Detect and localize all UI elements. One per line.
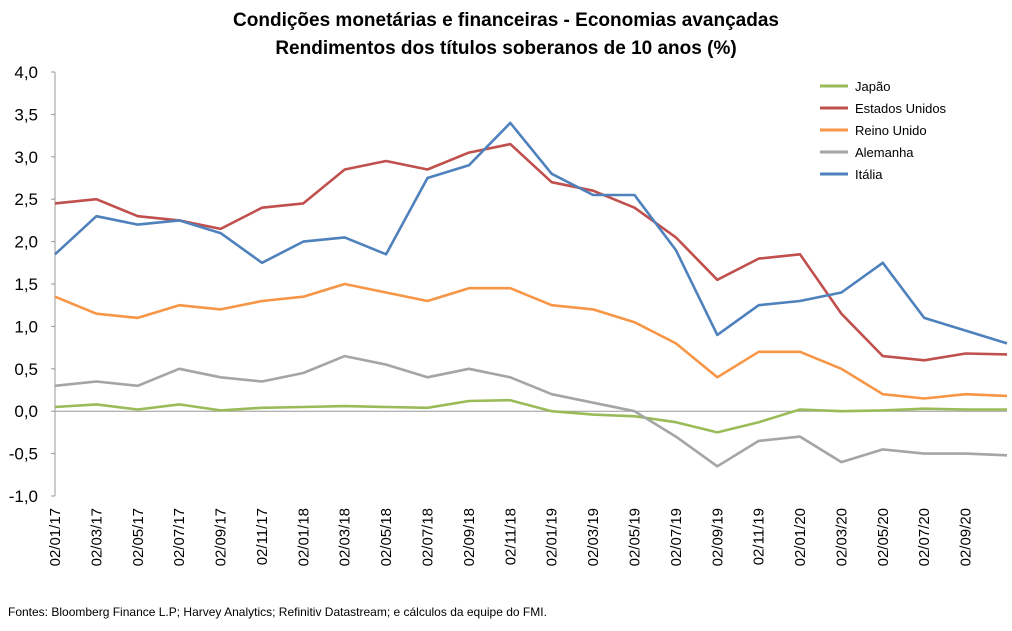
x-tick-label: 02/05/20 (875, 508, 892, 566)
y-axis: 4,0 3,5 3,0 2,5 2,0 1,5 1,0 0,5 0,0 -0,5 -1,0 (9, 63, 56, 506)
x-tick-label: 02/03/18 (337, 508, 354, 566)
chart-title-line1: Condições monetárias e financeiras - Eco… (233, 10, 779, 31)
y-tick-label: 0,0 (14, 402, 38, 421)
series-line-japao (54, 398, 1007, 434)
legend-label: Alemanha (855, 145, 914, 160)
source-footnote: Fontes: Bloomberg Finance L.P; Harvey An… (8, 605, 547, 619)
x-tick-label: 02/09/20 (958, 508, 975, 566)
series-line-estados-unidos (54, 142, 1008, 362)
legend-label: Japão (855, 79, 890, 94)
x-tick-label: 02/01/18 (295, 508, 312, 566)
y-tick-label: -1,0 (9, 487, 38, 506)
x-tick-label: 02/11/17 (254, 508, 271, 565)
x-tick-label: 02/01/17 (47, 508, 64, 566)
x-tick-label: 02/01/20 (792, 508, 809, 566)
x-tick-label: 02/07/20 (916, 508, 933, 566)
x-tick-label: 02/07/17 (171, 508, 188, 566)
y-tick-label: -0,5 (9, 445, 38, 464)
x-tick-label: 02/03/17 (88, 508, 105, 566)
chart-title-line2: Rendimentos dos títulos soberanos de 10 … (275, 38, 737, 59)
y-tick-label: 1,0 (14, 317, 38, 336)
series-line-reino-unido (54, 282, 1008, 400)
legend: Japão Estados Unidos Reino Unido Alemanha It… (820, 79, 947, 182)
x-tick-label: 02/11/19 (751, 508, 768, 565)
y-tick-label: 3,0 (14, 148, 38, 167)
x-tick-label: 02/09/17 (213, 508, 230, 566)
x-tick-label: 02/09/19 (709, 508, 726, 566)
x-tick-label: 02/05/18 (378, 508, 395, 566)
line-chart: 4,0 3,5 3,0 2,5 2,0 1,5 1,0 0,5 0,0 -0,5 -1,0 02/0… (9, 63, 1008, 566)
x-tick-label: 02/03/19 (585, 508, 602, 566)
y-tick-label: 0,5 (14, 360, 38, 379)
x-tick-label: 02/09/18 (461, 508, 478, 566)
y-tick-label: 1,5 (14, 275, 38, 294)
series-line-italia (54, 121, 1008, 345)
x-tick-label: 02/07/19 (668, 508, 685, 566)
series-line-alemanha (54, 354, 1008, 468)
series-lines (54, 121, 1008, 468)
y-tick-label: 3,5 (14, 105, 38, 124)
x-tick-label: 02/05/17 (130, 508, 147, 566)
legend-label: Itália (855, 167, 883, 182)
x-axis: 02/01/17 02/03/17 02/05/17 02/07/17 02/09/17… (47, 410, 1007, 566)
y-tick-label: 2,5 (14, 190, 38, 209)
y-tick-label: 4,0 (14, 63, 38, 82)
legend-label: Estados Unidos (855, 101, 947, 116)
x-tick-label: 02/05/19 (626, 508, 643, 566)
y-tick-label: 2,0 (14, 233, 38, 252)
x-tick-label: 02/03/20 (833, 508, 850, 566)
x-tick-label: 02/11/18 (502, 508, 519, 565)
x-tick-label: 02/07/18 (420, 508, 437, 566)
x-tick-label: 02/01/19 (544, 508, 561, 566)
legend-label: Reino Unido (855, 123, 927, 138)
